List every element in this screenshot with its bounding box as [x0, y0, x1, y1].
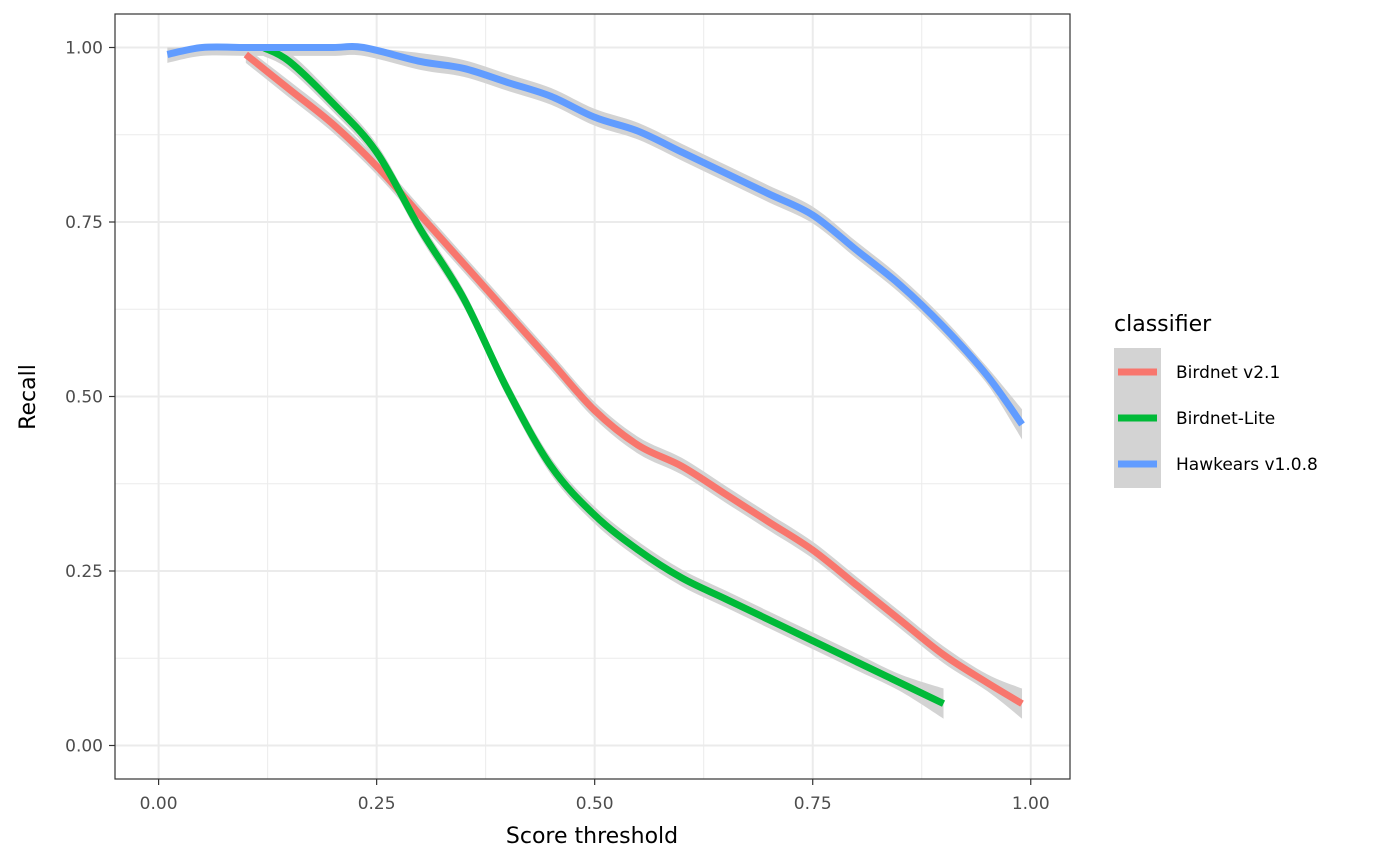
y-tick-label: 0.25	[65, 562, 103, 582]
x-tick-label: 0.50	[576, 794, 614, 814]
y-tick-label: 0.50	[65, 388, 103, 408]
x-tick-label: 0.25	[358, 794, 396, 814]
x-tick-label: 0.00	[140, 794, 178, 814]
y-axis: 0.00 0.25 0.50 0.75 1.00	[65, 39, 115, 756]
legend-label: Birdnet v2.1	[1176, 363, 1280, 383]
series-line	[166, 42, 1025, 427]
y-tick-label: 1.00	[65, 39, 103, 59]
x-tick-label: 0.75	[794, 794, 832, 814]
series-lines	[166, 42, 1025, 707]
legend-label: Birdnet-Lite	[1176, 409, 1275, 429]
y-tick-label: 0.75	[65, 213, 103, 233]
y-tick-label: 0.00	[65, 736, 103, 756]
legend-label: Hawkears v1.0.8	[1176, 455, 1318, 475]
y-axis-title: Recall	[16, 364, 41, 430]
legend-title: classifier	[1114, 312, 1212, 337]
series-line	[261, 44, 946, 707]
legend: classifier Birdnet v2.1 Birdnet-Lite Hawke…	[1114, 312, 1318, 488]
x-tick-label: 1.00	[1012, 794, 1050, 814]
x-axis-title: Score threshold	[506, 824, 678, 849]
x-axis: 0.00 0.25 0.50 0.75 1.00	[140, 779, 1050, 814]
series-line	[243, 51, 1024, 707]
